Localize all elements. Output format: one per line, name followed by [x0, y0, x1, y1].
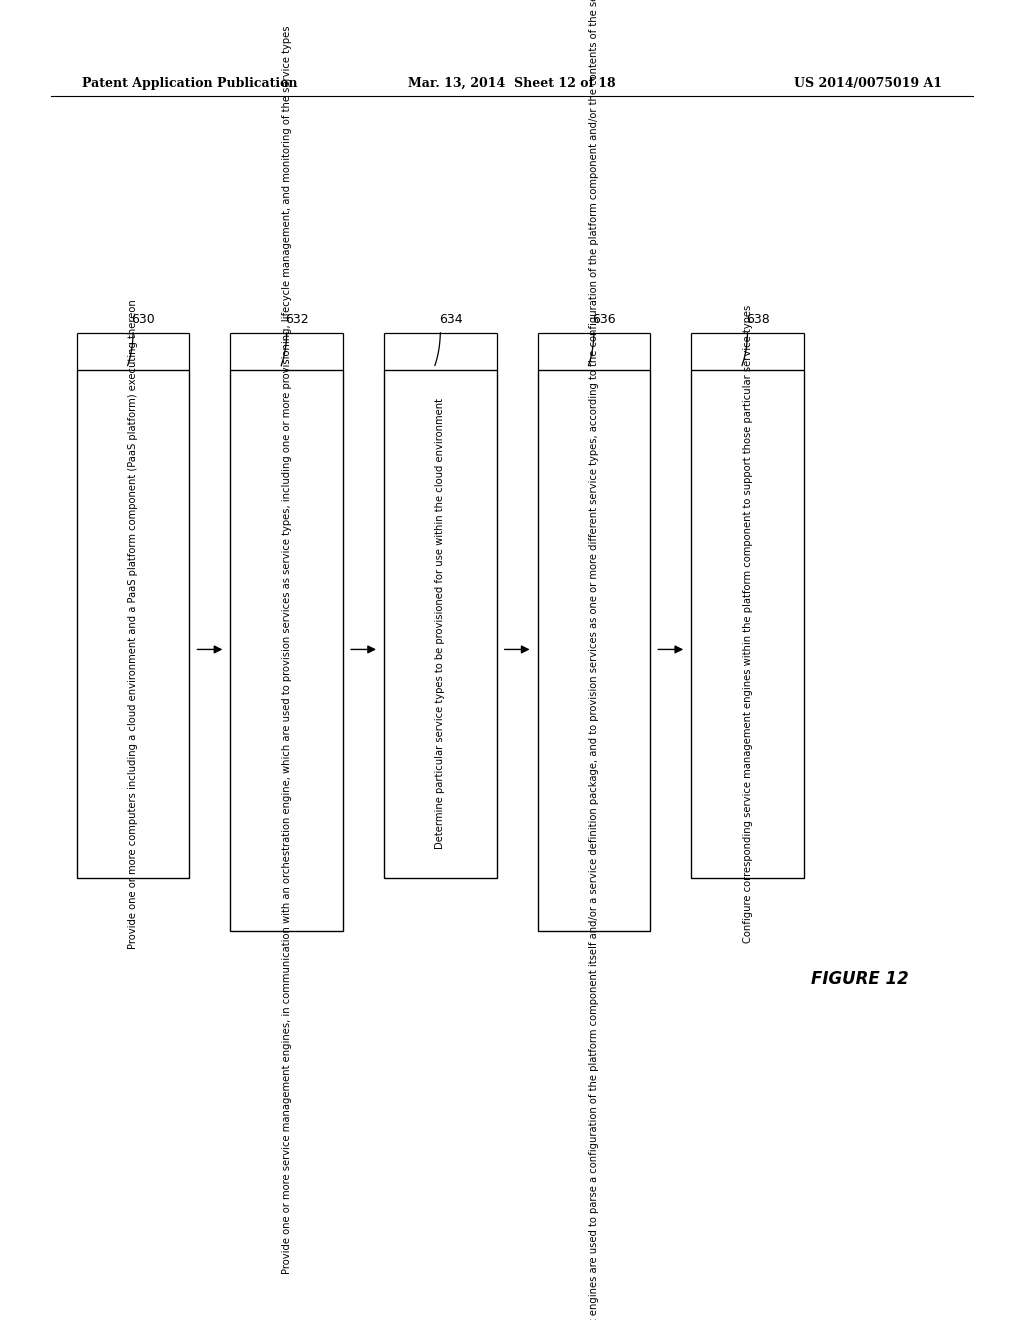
Text: Provide one or more service management engines, in communication with an orchest: Provide one or more service management e…	[282, 26, 292, 1274]
Text: Patent Application Publication: Patent Application Publication	[82, 77, 297, 90]
Text: 630: 630	[131, 313, 156, 326]
Text: 634: 634	[438, 313, 463, 326]
FancyBboxPatch shape	[230, 370, 343, 931]
Text: 636: 636	[592, 313, 616, 326]
Text: FIGURE 12: FIGURE 12	[811, 970, 909, 989]
Text: Configure corresponding service management engines within the platform component: Configure corresponding service manageme…	[742, 305, 753, 942]
FancyBboxPatch shape	[691, 370, 804, 878]
FancyBboxPatch shape	[538, 370, 650, 931]
Text: 632: 632	[285, 313, 309, 326]
Text: 638: 638	[745, 313, 770, 326]
Text: Service management engines are used to parse a configuration of the platform com: Service management engines are used to p…	[589, 0, 599, 1320]
Text: Mar. 13, 2014  Sheet 12 of 18: Mar. 13, 2014 Sheet 12 of 18	[409, 77, 615, 90]
Text: US 2014/0075019 A1: US 2014/0075019 A1	[794, 77, 942, 90]
Text: Provide one or more computers including a cloud environment and a PaaS platform : Provide one or more computers including …	[128, 298, 138, 949]
Text: Determine particular service types to be provisioned for use within the cloud en: Determine particular service types to be…	[435, 399, 445, 849]
FancyBboxPatch shape	[384, 370, 497, 878]
FancyBboxPatch shape	[77, 370, 189, 878]
